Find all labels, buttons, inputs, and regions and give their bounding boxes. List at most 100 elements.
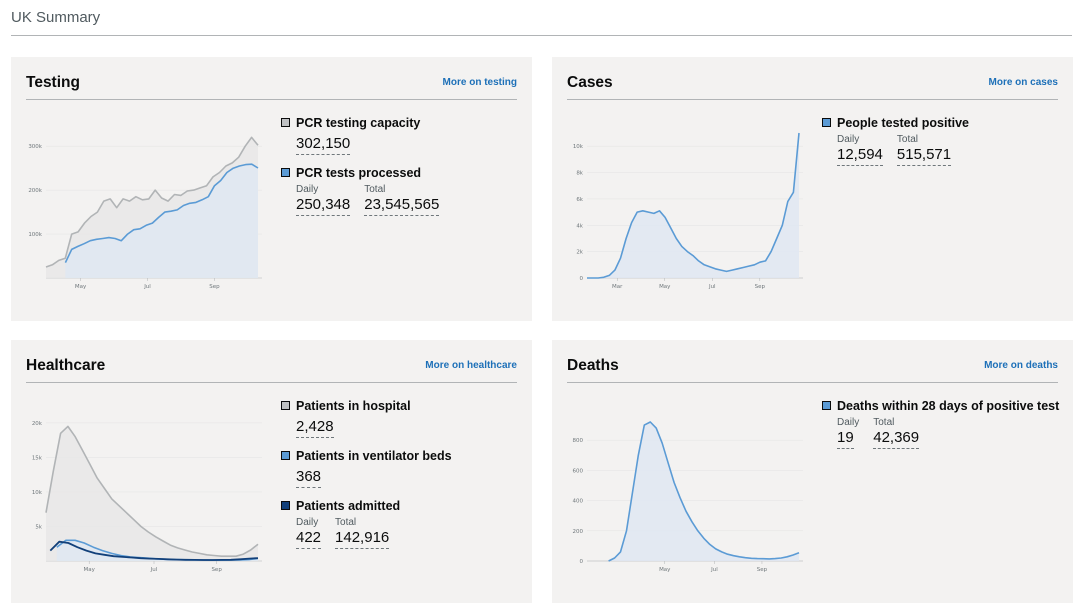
y-tick-label: 10k [32,490,43,496]
x-tick-label: Sep [755,284,766,290]
y-tick-label: 2k [576,250,583,256]
total-value[interactable]: 42,369 [873,428,920,449]
healthcare-card-header: Healthcare More on healthcare [26,356,517,383]
metric-tested-positive: People tested positive Daily 12,594 Total… [822,115,1062,166]
metric-pcr-processed: PCR tests processed Daily 250,348 Total 23… [281,165,521,216]
more-on-healthcare-link[interactable]: More on healthcare [425,360,517,371]
total-value[interactable]: 142,916 [335,528,390,549]
daily-caption: Daily [837,134,860,145]
healthcare-chart: 5k 10k 15k 20k May Jul Sep [26,396,266,586]
total-caption: Total [335,517,357,528]
deaths-title: Deaths [567,357,619,374]
x-tick-label: Mar [612,284,623,290]
x-tick-label: Sep [757,567,768,573]
deaths-stats: Deaths within 28 days of positive test D… [822,398,1062,459]
total-value[interactable]: 23,545,565 [364,195,440,216]
grey-legend-swatch [281,118,290,127]
healthcare-stats: Patients in hospital 2,428 Patients in v… [281,398,521,559]
series-line-grey [45,425,259,557]
x-tick-label: Jul [708,284,716,290]
y-tick-label: 6k [576,197,583,203]
more-on-cases-link[interactable]: More on cases [988,77,1058,88]
blue-legend-swatch [822,401,831,410]
y-tick-label: 8k [576,171,583,177]
y-tick-label: 10k [573,144,584,150]
daily-value[interactable]: 12,594 [837,145,883,166]
metric-label: Patients in hospital [296,399,411,413]
series-area-blue [608,422,799,561]
x-tick-label: Jul [710,567,718,573]
total-caption: Total [364,184,386,195]
metric-label: People tested positive [837,116,969,130]
metric-value[interactable]: 368 [296,467,322,488]
healthcare-chart-svg: 5k 10k 15k 20k May Jul Sep [32,421,262,573]
deaths-chart: 0 200 400 600 800 May Jul Sep [567,396,807,586]
metric-value[interactable]: 302,150 [296,134,351,155]
metric-patients-admitted: Patients admitted Daily 422 Total 142,916 [281,498,521,549]
metric-label: PCR tests processed [296,166,422,180]
y-tick-label: 0 [580,276,584,282]
y-tick-label: 200k [28,188,42,194]
daily-value[interactable]: 19 [837,428,854,449]
blue-legend-swatch [281,168,290,177]
x-tick-label: Sep [211,567,222,573]
y-tick-label: 4k [576,223,583,229]
blue-legend-swatch [281,451,290,460]
metric-pcr-capacity: PCR testing capacity 302,150 [281,115,521,155]
testing-stats: PCR testing capacity 302,150 PCR tests p… [281,115,521,226]
y-tick-label: 800 [573,438,584,444]
cases-chart-svg: 0 2k 4k 6k 8k 10k Mar May Jul Sep [573,132,803,290]
series-line-blue [64,163,259,263]
x-tick-label: May [659,567,671,573]
x-tick-label: May [84,567,96,573]
metric-ventilator-beds: Patients in ventilator beds 368 [281,448,521,488]
metric-value[interactable]: 2,428 [296,417,334,438]
healthcare-title: Healthcare [26,357,106,374]
series-line-grey [45,136,259,268]
x-tick-label: Jul [143,284,151,290]
deaths-chart-svg: 0 200 400 600 800 May Jul Sep [573,421,803,573]
daily-caption: Daily [837,417,860,428]
y-tick-label: 100k [28,232,42,238]
daily-value[interactable]: 250,348 [296,195,351,216]
series-area-blue [587,133,799,278]
title-divider [11,35,1072,36]
y-tick-label: 5k [35,524,42,530]
testing-chart-svg: 100k 200k 300k May Jul Sep [28,136,262,290]
testing-card: Testing More on testing 100k 200k 300k May J… [11,57,532,321]
page-title: UK Summary [11,9,101,26]
series-area-blue [65,164,259,278]
y-tick-label: 20k [32,421,43,427]
x-tick-label: Sep [209,284,220,290]
series-area-grey [46,426,258,561]
x-tick-label: Jul [150,567,158,573]
metric-label: Patients in ventilator beds [296,449,452,463]
cases-stats: People tested positive Daily 12,594 Total… [822,115,1062,176]
y-tick-label: 300k [28,144,42,150]
series-line-blue [587,132,800,279]
metric-deaths-28-days: Deaths within 28 days of positive test D… [822,398,1062,449]
grey-legend-swatch [281,401,290,410]
testing-title: Testing [26,74,80,91]
deaths-card: Deaths More on deaths 0 200 400 600 800 May Ju… [552,340,1073,603]
navy-legend-swatch [281,501,290,510]
total-caption: Total [873,417,895,428]
total-caption: Total [896,134,919,145]
y-tick-label: 600 [573,468,584,474]
total-value[interactable]: 515,571 [896,145,952,166]
testing-card-header: Testing More on testing [26,73,517,100]
more-on-testing-link[interactable]: More on testing [442,77,517,88]
metric-label: PCR testing capacity [296,116,421,130]
blue-legend-swatch [822,118,831,127]
cases-chart: 0 2k 4k 6k 8k 10k Mar May Jul Sep [567,113,807,303]
more-on-deaths-link[interactable]: More on deaths [984,360,1058,371]
cases-card-header: Cases More on cases [567,73,1058,100]
y-tick-label: 15k [32,455,43,461]
series-line-blue [608,421,800,562]
daily-caption: Daily [296,517,319,528]
deaths-card-header: Deaths More on deaths [567,356,1058,383]
daily-value[interactable]: 422 [296,528,322,549]
y-tick-label: 400 [573,499,584,505]
metric-patients-hospital: Patients in hospital 2,428 [281,398,521,438]
cases-card: Cases More on cases 0 2k 4k 6k 8k 10k Mar May Ju… [552,57,1073,321]
